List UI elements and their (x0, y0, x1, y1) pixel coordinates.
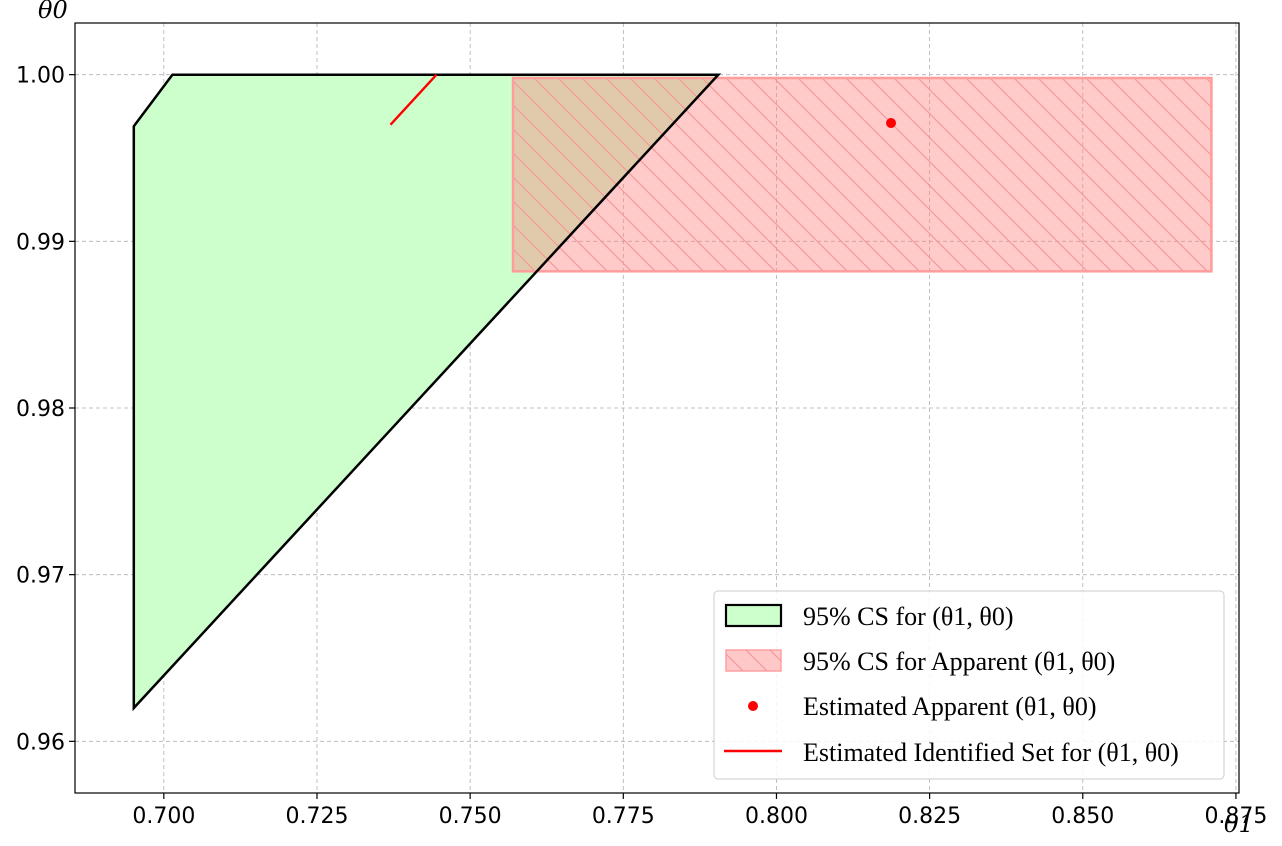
x-axis-label: θ1 (1224, 810, 1254, 838)
x-tick-label: 0.850 (1051, 804, 1114, 829)
legend-marker-estimated-apparent (748, 701, 758, 711)
legend-entry-cs: 95% CS for (θ1, θ0) (803, 602, 1014, 631)
y-tick-label: 1.00 (16, 64, 65, 89)
x-tick-label: 0.725 (285, 804, 348, 829)
x-tick-label: 0.750 (439, 804, 502, 829)
series (132, 73, 1213, 712)
legend-frame (713, 590, 1225, 780)
y-axis-label: θ0 (38, 0, 68, 24)
x-tick-label: 0.825 (898, 804, 961, 829)
legend-swatch-cs (724, 603, 783, 628)
legend-entry-estimated-apparent: Estimated Apparent (θ1, θ0) (803, 692, 1097, 721)
y-tick-label: 0.96 (16, 730, 65, 755)
x-axis-ticks: 0.700 0.725 0.750 0.775 0.800 0.825 0.850 0.875 (132, 793, 1267, 829)
y-axis-ticks: 0.96 0.97 0.98 0.99 1.00 (16, 64, 75, 755)
cs-region-outline (132, 73, 722, 712)
x-tick-label: 0.775 (592, 804, 655, 829)
y-tick-label: 0.98 (16, 397, 65, 422)
x-tick-label: 0.875 (1204, 804, 1267, 829)
x-tick-label: 0.700 (132, 804, 195, 829)
legend-swatch-apparent-hatch (726, 650, 781, 671)
apparent-cs-region-hatch (511, 76, 1213, 273)
x-tick-label: 0.800 (745, 804, 808, 829)
legend-entry-identified-set: Estimated Identified Set for (θ1, θ0) (803, 738, 1179, 767)
identified-set-line (389, 73, 438, 126)
legend-entry-apparent-cs: 95% CS for Apparent (θ1, θ0) (803, 647, 1115, 676)
y-tick-label: 0.99 (16, 230, 65, 255)
estimated-apparent-point (886, 118, 897, 128)
legend: 95% CS for (θ1, θ0) 95% CS for Apparent … (713, 590, 1225, 780)
y-tick-label: 0.97 (16, 564, 65, 589)
